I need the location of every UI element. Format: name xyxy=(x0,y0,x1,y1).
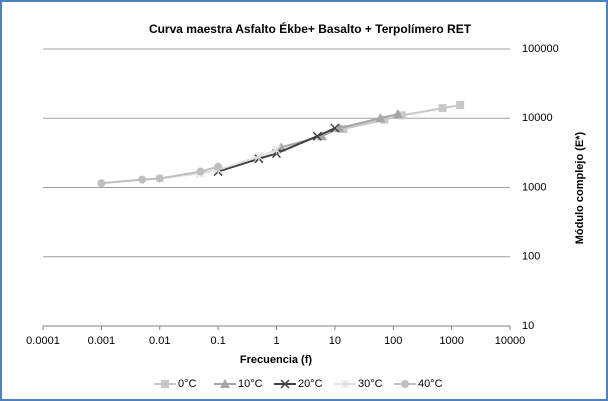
legend-marker xyxy=(280,379,290,389)
x-tick-label: 10 xyxy=(329,335,341,347)
marker xyxy=(254,152,264,161)
legend-label: 40°C xyxy=(418,378,443,390)
y-tick-label: 1000 xyxy=(522,181,546,193)
marker xyxy=(392,109,403,119)
marker xyxy=(276,142,287,152)
marker xyxy=(456,101,465,110)
legend-marker xyxy=(161,380,169,388)
marker xyxy=(380,115,389,124)
y-tick-label: 10000 xyxy=(522,112,553,124)
legend-label: 30°C xyxy=(358,378,383,390)
x-tick-label: 0.0001 xyxy=(26,335,60,347)
chart-title: Curva maestra Asfalto Ékbe+ Basalto + Te… xyxy=(149,21,472,36)
x-tick-label: 1000 xyxy=(439,335,463,347)
legend-marker xyxy=(401,380,409,388)
x-axis-label: Frecuencia (f) xyxy=(240,354,312,366)
marker xyxy=(397,111,406,120)
marker xyxy=(196,167,205,176)
y-tick-label: 100 xyxy=(522,251,540,263)
legend-label: 0°C xyxy=(178,378,197,390)
x-tick-label: 0.01 xyxy=(149,335,170,347)
marker xyxy=(339,124,348,133)
y-tick-label: 10 xyxy=(522,320,534,332)
legend-label: 10°C xyxy=(238,378,263,390)
marker xyxy=(375,113,386,123)
legend-marker xyxy=(340,379,350,389)
x-tick-label: 10000 xyxy=(495,335,526,347)
x-tick-label: 1 xyxy=(273,335,279,347)
x-tick-label: 0.1 xyxy=(210,335,225,347)
marker xyxy=(438,104,447,113)
y-axis-label: Módulo complejo (E*) xyxy=(574,131,586,244)
x-tick-label: 0.001 xyxy=(88,335,116,347)
legend-marker xyxy=(220,379,230,388)
marker xyxy=(272,145,281,155)
marker xyxy=(312,131,322,141)
x-tick-label: 100 xyxy=(384,335,402,347)
marker xyxy=(214,162,223,171)
legend-label: 20°C xyxy=(298,378,323,390)
marker xyxy=(155,174,164,183)
marker xyxy=(97,179,106,188)
marker xyxy=(138,175,147,184)
marker xyxy=(330,123,340,133)
y-tick-label: 100000 xyxy=(522,43,559,55)
